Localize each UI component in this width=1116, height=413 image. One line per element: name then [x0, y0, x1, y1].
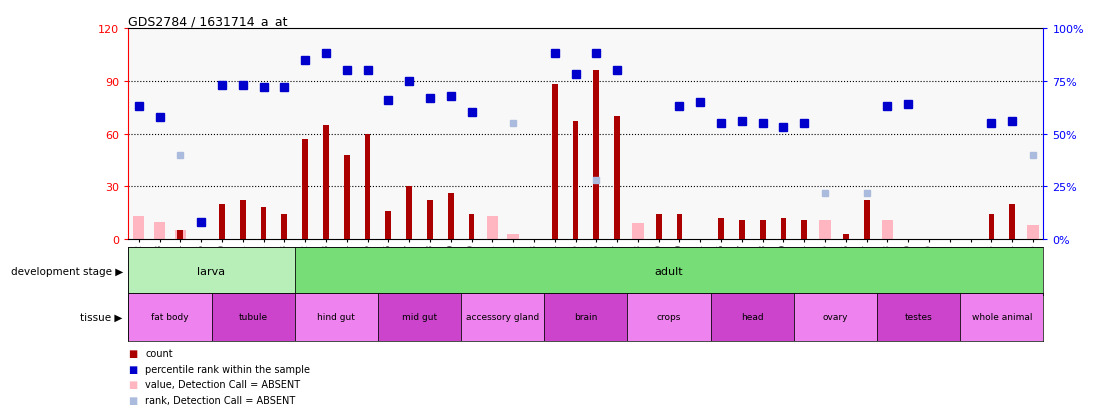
- Text: fat body: fat body: [151, 313, 189, 321]
- Bar: [793, 293, 877, 341]
- Bar: [469, 215, 474, 240]
- Bar: [780, 218, 787, 240]
- Text: ■: ■: [128, 348, 137, 358]
- Bar: [240, 201, 246, 240]
- Text: ■: ■: [128, 395, 137, 405]
- Text: GDS2784 / 1631714_a_at: GDS2784 / 1631714_a_at: [128, 15, 288, 28]
- Bar: [177, 231, 183, 240]
- Bar: [656, 215, 662, 240]
- Text: tissue ▶: tissue ▶: [80, 312, 123, 322]
- Bar: [128, 293, 212, 341]
- Bar: [711, 293, 793, 341]
- Bar: [365, 134, 371, 240]
- Bar: [989, 215, 994, 240]
- Bar: [261, 208, 267, 240]
- Bar: [344, 155, 349, 240]
- Bar: [760, 220, 766, 240]
- Text: accessory gland: accessory gland: [466, 313, 539, 321]
- Text: adult: adult: [655, 266, 683, 277]
- Bar: [1028, 225, 1039, 240]
- Bar: [212, 293, 295, 341]
- Bar: [627, 293, 711, 341]
- Bar: [448, 194, 453, 240]
- Text: hind gut: hind gut: [317, 313, 355, 321]
- Bar: [960, 293, 1043, 341]
- Bar: [406, 187, 412, 240]
- Bar: [614, 116, 620, 240]
- Bar: [378, 293, 461, 341]
- Bar: [323, 126, 329, 240]
- Text: percentile rank within the sample: percentile rank within the sample: [145, 364, 310, 374]
- Bar: [545, 293, 627, 341]
- Bar: [594, 71, 599, 240]
- Bar: [133, 217, 144, 240]
- Bar: [295, 293, 378, 341]
- Text: head: head: [741, 313, 763, 321]
- Bar: [385, 211, 392, 240]
- Bar: [508, 234, 519, 240]
- Bar: [573, 122, 578, 240]
- Text: count: count: [145, 348, 173, 358]
- Bar: [174, 231, 186, 240]
- Bar: [128, 248, 295, 295]
- Bar: [302, 140, 308, 240]
- Text: mid gut: mid gut: [402, 313, 437, 321]
- Text: development stage ▶: development stage ▶: [10, 266, 123, 277]
- Bar: [551, 85, 558, 240]
- Text: brain: brain: [575, 313, 597, 321]
- Bar: [864, 201, 869, 240]
- Text: rank, Detection Call = ABSENT: rank, Detection Call = ABSENT: [145, 395, 296, 405]
- Text: crops: crops: [657, 313, 681, 321]
- Text: testes: testes: [905, 313, 933, 321]
- Bar: [882, 220, 893, 240]
- Bar: [219, 204, 224, 240]
- Bar: [295, 248, 1043, 295]
- Text: whole animal: whole animal: [972, 313, 1032, 321]
- Text: larva: larva: [198, 266, 225, 277]
- Bar: [843, 234, 849, 240]
- Text: ovary: ovary: [822, 313, 848, 321]
- Bar: [632, 224, 644, 240]
- Bar: [877, 293, 960, 341]
- Bar: [427, 201, 433, 240]
- Bar: [281, 215, 287, 240]
- Text: tubule: tubule: [239, 313, 268, 321]
- Bar: [739, 220, 744, 240]
- Text: ■: ■: [128, 364, 137, 374]
- Bar: [676, 215, 682, 240]
- Bar: [801, 220, 807, 240]
- Bar: [719, 218, 724, 240]
- Bar: [819, 220, 830, 240]
- Bar: [1009, 204, 1016, 240]
- Bar: [487, 217, 498, 240]
- Bar: [154, 222, 165, 240]
- Text: value, Detection Call = ABSENT: value, Detection Call = ABSENT: [145, 380, 300, 389]
- Bar: [461, 293, 545, 341]
- Text: ■: ■: [128, 380, 137, 389]
